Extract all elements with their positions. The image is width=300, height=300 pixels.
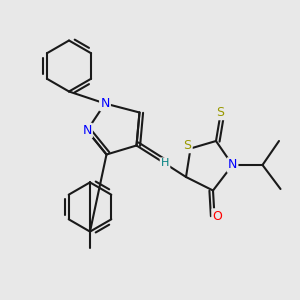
Text: N: N bbox=[82, 124, 92, 137]
Text: N: N bbox=[228, 158, 237, 172]
Text: S: S bbox=[184, 139, 191, 152]
Text: O: O bbox=[213, 209, 222, 223]
Text: S: S bbox=[217, 106, 224, 119]
Text: N: N bbox=[100, 97, 110, 110]
Text: H: H bbox=[161, 158, 169, 169]
